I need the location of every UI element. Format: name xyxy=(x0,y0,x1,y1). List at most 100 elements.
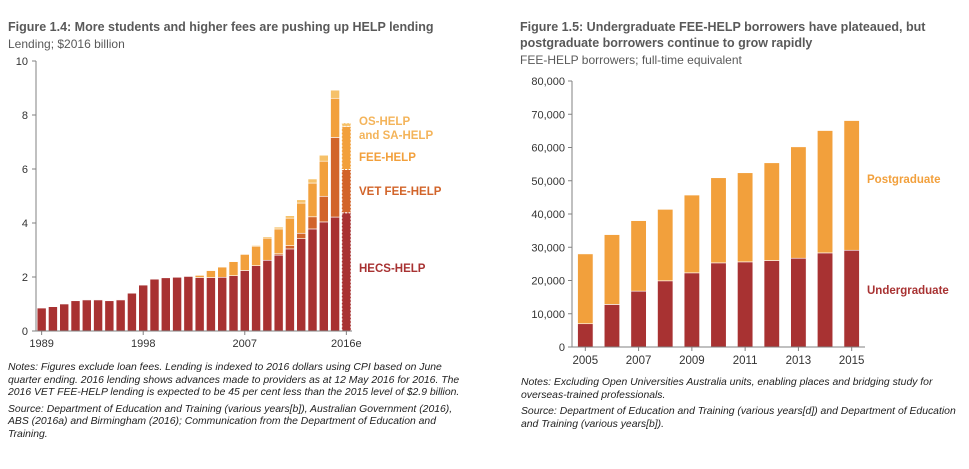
bar-segment xyxy=(307,216,318,230)
bar-segment xyxy=(228,261,239,276)
bar-segment xyxy=(341,212,352,332)
bar-segment xyxy=(273,254,284,332)
bar-segment xyxy=(630,220,647,292)
bar-segment xyxy=(577,253,594,325)
bar-segment xyxy=(843,249,860,348)
y-tick-label: 2 xyxy=(22,272,28,284)
series-label-postgraduate: Postgraduate xyxy=(867,174,941,186)
bar-segment xyxy=(318,221,329,332)
bar-segment xyxy=(683,194,700,274)
series-label-vet-fee-help: VET FEE-HELP xyxy=(359,186,442,198)
y-tick-label: 20,000 xyxy=(531,276,565,288)
bar-segment xyxy=(273,226,284,230)
series-label-sa-help: and SA-HELP xyxy=(359,130,433,142)
bar-segment xyxy=(206,277,216,332)
series-label-os-help: OS-HELP xyxy=(359,116,410,128)
bar-segment xyxy=(138,284,149,332)
figure-1-4-chart: 0 2 4 6 8 10 1989 1998 2007 2016e OS-HELP and SA-HE… xyxy=(16,56,442,350)
bar-segment xyxy=(81,299,92,332)
figure-1-5-title-line1: Figure 1.5: Undergraduate FEE-HELP borro… xyxy=(520,20,926,34)
bar-segment xyxy=(307,178,318,184)
bar-segment xyxy=(239,253,250,255)
bar-segment xyxy=(194,275,205,278)
x-tick-label: 1998 xyxy=(131,338,155,350)
bar-segment xyxy=(307,228,318,332)
bar-segment xyxy=(763,162,780,261)
bar-segment xyxy=(330,216,340,332)
bar-segment xyxy=(603,304,620,348)
figure-1-5-source: Source: Department of Education and Trai… xyxy=(521,406,956,430)
y-tick-label: 4 xyxy=(22,218,28,230)
bar-segment xyxy=(710,177,727,264)
bar-segment xyxy=(239,270,250,332)
y-tick-label: 40,000 xyxy=(531,209,565,221)
bar-segment xyxy=(318,195,329,223)
figure-1-5-notes: Notes: Excluding Open Universities Austr… xyxy=(521,377,933,401)
figure-1-4-notes-block: Notes: Figures exclude loan fees. Lendin… xyxy=(8,362,463,446)
bar-segment xyxy=(172,276,182,332)
figure-1-4-title: Figure 1.4: More students and higher fee… xyxy=(8,20,434,34)
bar-segment xyxy=(115,299,126,332)
series-label-fee-help: FEE-HELP xyxy=(359,152,416,164)
bar-segment xyxy=(104,300,115,332)
bar-segment xyxy=(330,137,340,218)
y-tick-label: 8 xyxy=(22,110,28,122)
bar-segment xyxy=(93,299,103,332)
bar-segment xyxy=(251,265,261,332)
bar-segment xyxy=(70,300,81,332)
figure-1-5-subtitle: FEE-HELP borrowers; full-time equivalent xyxy=(520,53,742,67)
bar-segment xyxy=(341,169,352,214)
x-tick-label: 2007 xyxy=(233,338,257,350)
bar-segment xyxy=(603,234,620,305)
y-tick-label: 0 xyxy=(559,342,565,354)
bar-segment xyxy=(318,154,329,162)
x-tick-label: 2011 xyxy=(733,355,758,367)
bar-segment xyxy=(737,172,754,263)
x-tick-label: 2013 xyxy=(786,355,812,367)
bar-segment xyxy=(217,276,228,332)
bar-segment xyxy=(239,254,250,271)
bar-segment xyxy=(790,146,807,259)
bar-segment xyxy=(251,245,261,247)
x-tick-label: 2015 xyxy=(839,355,865,367)
x-tick-label: 2009 xyxy=(679,355,705,367)
bar-segment xyxy=(296,232,307,239)
bar-segment xyxy=(149,278,160,332)
y-tick-label: 60,000 xyxy=(531,143,565,155)
bar-segment xyxy=(285,245,295,250)
bar-segment xyxy=(228,275,239,332)
bar-segment xyxy=(330,89,340,99)
bar-segment xyxy=(330,97,340,138)
y-tick-label: 50,000 xyxy=(531,176,565,188)
bar-segment xyxy=(262,237,273,261)
bar-segment xyxy=(127,292,137,332)
bar-segment xyxy=(217,266,228,278)
bar-segment xyxy=(296,202,307,234)
bar-segment xyxy=(285,248,295,332)
y-tick-label: 30,000 xyxy=(531,242,565,254)
bar-segment xyxy=(577,323,594,348)
bar-segment xyxy=(790,257,807,348)
bar-segment xyxy=(683,272,700,348)
bar-segment xyxy=(763,260,780,348)
bar-segment xyxy=(657,209,674,282)
bar-segment xyxy=(194,277,205,332)
bar-segment xyxy=(36,307,47,332)
x-tick-label: 2016e xyxy=(331,338,362,350)
bar-segment xyxy=(296,199,307,204)
figure-1-5-panel: Figure 1.5: Undergraduate FEE-HELP borro… xyxy=(515,0,969,469)
y-tick-label: 70,000 xyxy=(531,109,565,121)
bar-segment xyxy=(630,290,647,348)
figure-1-4-subtitle: Lending; $2016 billion xyxy=(8,37,125,51)
bar-segment xyxy=(307,182,318,218)
bar-segment xyxy=(183,276,194,332)
bar-segment xyxy=(710,262,727,348)
y-tick-label: 6 xyxy=(22,164,28,176)
bar-segment xyxy=(296,238,307,332)
bar-segment xyxy=(341,122,352,127)
bar-segment xyxy=(273,228,284,255)
bar-segment xyxy=(59,303,70,332)
bar-segment xyxy=(817,130,834,254)
bar-segment xyxy=(160,277,171,332)
figure-1-4-panel: Figure 1.4: More students and higher fee… xyxy=(0,0,470,469)
